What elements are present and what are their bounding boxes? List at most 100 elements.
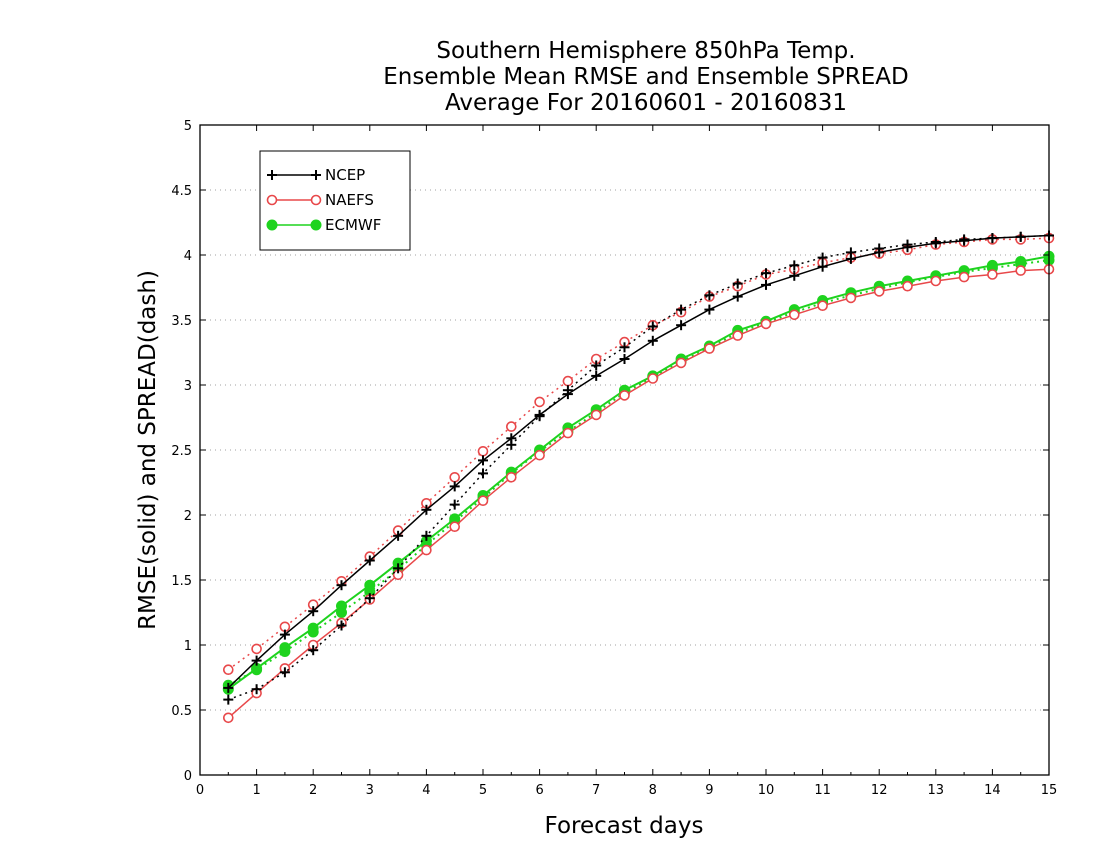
naefs-rmse-point bbox=[1015, 265, 1027, 276]
ncep-spread-point bbox=[506, 439, 517, 450]
ncep-spread-point bbox=[336, 620, 347, 631]
ncep-rmse-point bbox=[647, 335, 658, 346]
naefs-rmse-point bbox=[421, 544, 432, 556]
ncep-spread-point bbox=[223, 694, 234, 705]
x-tick-label: 4 bbox=[422, 783, 430, 798]
x-tick-label: 15 bbox=[1041, 783, 1058, 798]
naefs-rmse-point bbox=[223, 712, 234, 724]
naefs-spread-point bbox=[562, 375, 574, 387]
naefs-rmse-point bbox=[902, 280, 913, 292]
ncep-rmse-point bbox=[279, 629, 290, 640]
naefs-rmse-point bbox=[930, 275, 942, 287]
naefs-rmse-point bbox=[958, 271, 970, 283]
ncep-spread-point bbox=[789, 260, 800, 271]
y-tick-label: 1.5 bbox=[171, 574, 192, 589]
title-line: Average For 20160601 - 20160831 bbox=[445, 90, 847, 116]
y-tick-label: 2 bbox=[184, 509, 192, 524]
legend-label: NAEFS bbox=[325, 191, 374, 209]
naefs-spread-point bbox=[534, 396, 545, 408]
ncep-spread-point bbox=[251, 684, 262, 695]
ncep-rmse-point bbox=[732, 291, 743, 302]
ncep-rmse-point bbox=[393, 530, 404, 541]
ncep-spread-point bbox=[874, 243, 885, 254]
legend-label: NCEP bbox=[325, 166, 365, 184]
ncep-spread-point bbox=[421, 530, 432, 541]
ncep-rmse-point bbox=[478, 455, 488, 466]
ncep-rmse-point bbox=[704, 304, 715, 315]
ncep-rmse-point bbox=[308, 606, 319, 617]
ncep-spread-point bbox=[308, 645, 319, 656]
y-tick-label: 0.5 bbox=[171, 704, 192, 719]
ncep-spread-point bbox=[987, 233, 998, 244]
y-tick-label: 3.5 bbox=[171, 314, 192, 329]
title-line: Ensemble Mean RMSE and Ensemble SPREAD bbox=[383, 64, 908, 90]
ncep-rmse-point bbox=[449, 481, 460, 492]
ncep-rmse-point bbox=[421, 504, 432, 515]
ecmwf-spread-line bbox=[227, 259, 1050, 687]
legend: NCEP NAEFS ECMWF bbox=[259, 150, 411, 251]
x-tick-label: 7 bbox=[592, 783, 600, 798]
title-line: Southern Hemisphere 850hPa Temp. bbox=[436, 38, 855, 64]
y-tick-label: 1 bbox=[184, 639, 192, 654]
ncep-spread-point bbox=[534, 411, 545, 422]
ncep-spread-point bbox=[619, 342, 630, 353]
naefs-rmse-point bbox=[477, 495, 489, 507]
y-tick-label: 4.5 bbox=[171, 184, 192, 199]
x-tick-label: 1 bbox=[252, 783, 260, 798]
naefs-rmse-point bbox=[590, 409, 602, 421]
ncep-rmse-point bbox=[817, 261, 828, 272]
ncep-spread-point bbox=[364, 593, 375, 604]
axes: 0 1 2 3 4 5 6 7 8 9 10 11 12 13 14 1500.511.522.533.544… bbox=[171, 119, 1057, 798]
naefs-spread-point bbox=[251, 643, 262, 655]
naefs-spread-point bbox=[477, 445, 489, 457]
y-tick-label: 4 bbox=[184, 249, 192, 264]
naefs-rmse-point bbox=[675, 357, 687, 369]
ncep-spread-point bbox=[959, 234, 970, 245]
ncep-spread-point bbox=[1015, 231, 1026, 242]
x-tick-label: 2 bbox=[309, 783, 317, 798]
legend-marker bbox=[310, 219, 322, 231]
x-tick-label: 13 bbox=[928, 783, 945, 798]
y-tick-label: 0 bbox=[184, 769, 192, 784]
naefs-rmse-point bbox=[449, 521, 461, 533]
naefs-rmse-point bbox=[788, 309, 800, 321]
x-tick-label: 3 bbox=[366, 783, 374, 798]
x-tick-label: 9 bbox=[705, 783, 713, 798]
naefs-rmse-point bbox=[534, 449, 545, 461]
legend-marker bbox=[311, 170, 321, 180]
ncep-spread-point bbox=[478, 468, 488, 479]
x-tick-label: 14 bbox=[984, 783, 1001, 798]
naefs-rmse-point bbox=[505, 471, 517, 483]
naefs-rmse-point bbox=[845, 292, 857, 304]
ncep-rmse-point bbox=[336, 580, 347, 591]
legend-marker bbox=[266, 194, 278, 206]
y-axis-label: RMSE(solid) and SPREAD(dash) bbox=[135, 270, 161, 630]
ecmwf-spread-point bbox=[279, 646, 291, 657]
ncep-spread-point bbox=[279, 667, 290, 678]
ncep-rmse-point bbox=[761, 279, 771, 290]
x-tick-label: 10 bbox=[758, 783, 775, 798]
x-axis-label: Forecast days bbox=[545, 813, 704, 839]
ncep-rmse-point bbox=[251, 655, 262, 666]
naefs-rmse-point bbox=[619, 390, 630, 401]
x-tick-label: 11 bbox=[814, 783, 831, 798]
x-tick-label: 0 bbox=[196, 783, 204, 798]
legend-marker bbox=[310, 194, 322, 206]
chart-title: Southern Hemisphere 850hPa Temp.Ensemble… bbox=[383, 38, 908, 116]
legend-marker bbox=[266, 219, 278, 231]
ncep-spread-point bbox=[732, 278, 743, 289]
naefs-spread-point bbox=[505, 421, 517, 432]
ncep-spread-point bbox=[902, 239, 913, 250]
naefs-rmse-point bbox=[987, 269, 998, 280]
naefs-rmse-point bbox=[732, 330, 744, 341]
ncep-rmse-point bbox=[364, 555, 375, 566]
naefs-rmse-point bbox=[647, 373, 659, 384]
naefs-rmse-point bbox=[704, 343, 715, 354]
ncep-spread-point bbox=[449, 499, 460, 510]
ncep-spread-point bbox=[930, 237, 941, 247]
ncep-spread-point bbox=[591, 360, 602, 371]
naefs-rmse-point bbox=[562, 427, 574, 439]
naefs-rmse-point bbox=[760, 318, 772, 330]
